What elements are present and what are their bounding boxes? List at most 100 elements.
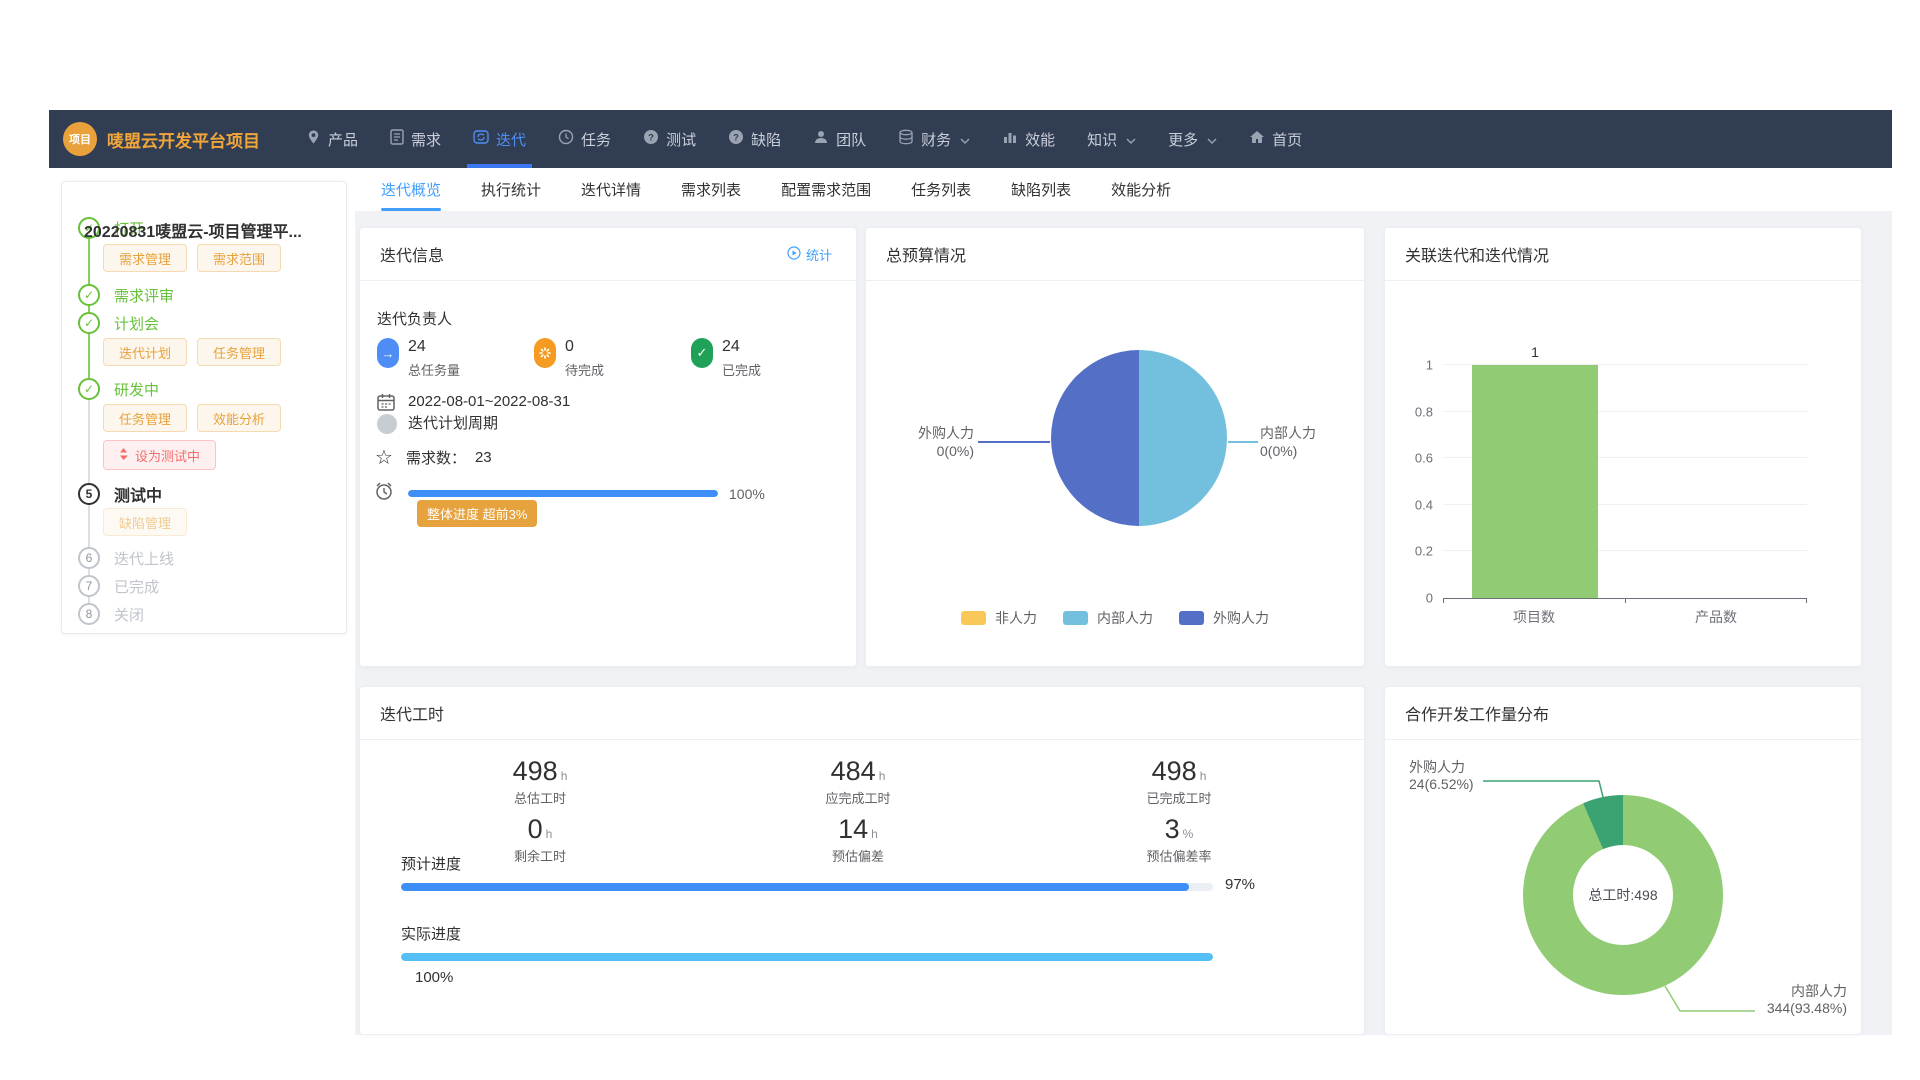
step-developing: ✓ 研发中	[78, 378, 159, 400]
iteration-owner-label: 迭代负责人	[377, 311, 453, 328]
x-axis-label-projects: 项目数	[1513, 609, 1555, 625]
nav-label: 更多	[1168, 131, 1199, 149]
chevron-down-icon	[960, 131, 970, 148]
tab-iteration-detail[interactable]: 迭代详情	[581, 182, 642, 199]
step-completed: 7 已完成	[78, 575, 159, 597]
nav-label: 迭代	[496, 131, 527, 149]
svg-text:?: ?	[648, 133, 654, 144]
iteration-hours-header: 迭代工时	[360, 687, 1364, 740]
hours-label: 已完成工时	[1146, 791, 1212, 806]
tab-execution-stats[interactable]: 执行统计	[481, 182, 542, 199]
tab-requirement-list[interactable]: 需求列表	[681, 182, 742, 199]
stat-value: 24	[408, 338, 426, 355]
task-manage-button[interactable]: 任务管理	[197, 338, 282, 366]
step-requirement-review: ✓ 需求评审	[78, 284, 174, 306]
tab-configure-scope[interactable]: 配置需求范围	[781, 182, 872, 199]
hours-label: 总估工时	[513, 791, 566, 806]
step-open: ✓ 打开	[78, 217, 144, 239]
project-title-navbar: 唛盟云开发平台项目	[107, 131, 260, 151]
period-label: 迭代计划周期	[408, 415, 499, 432]
nav-item-requirements[interactable]: 需求	[374, 110, 457, 168]
nav-label: 首页	[1272, 131, 1303, 149]
nav-item-product[interactable]: 产品	[290, 110, 374, 168]
tab-defect-list[interactable]: 缺陷列表	[1011, 182, 1072, 199]
hours-unit: h	[871, 827, 878, 841]
x-axis-tick-mark	[1806, 598, 1807, 603]
nav-label: 缺陷	[751, 131, 782, 149]
step-label: 研发中	[114, 381, 160, 399]
x-axis-label-products: 产品数	[1695, 609, 1737, 625]
bar-value-label: 1	[1531, 344, 1539, 360]
overall-progress-fill	[408, 490, 718, 497]
hours-value: 0	[527, 814, 543, 844]
nav-item-test[interactable]: ? 测试	[627, 110, 712, 168]
nav-item-performance[interactable]: 效能	[986, 110, 1071, 168]
iteration-plan-button[interactable]: 迭代计划	[103, 338, 188, 366]
gridline	[1443, 503, 1807, 505]
tab-task-list[interactable]: 任务列表	[911, 182, 972, 199]
hours-unit: h	[878, 769, 886, 783]
planned-progress-fill	[401, 883, 1189, 891]
tab-iteration-overview[interactable]: 迭代概览	[381, 168, 442, 211]
check-circle-icon: ✓	[78, 217, 100, 239]
stat-value: 0	[565, 338, 574, 355]
nav-label: 效能	[1025, 131, 1056, 149]
task-manage-button[interactable]: 任务管理	[103, 404, 188, 432]
step-label: 打开	[114, 220, 145, 238]
callout-value: 344(93.48%)	[1766, 1000, 1847, 1016]
nav-item-knowledge[interactable]: 知识	[1071, 110, 1152, 168]
requirement-manage-button[interactable]: 需求管理	[103, 244, 188, 272]
performance-analysis-button[interactable]: 效能分析	[197, 404, 282, 432]
arrow-right-icon: →	[377, 338, 399, 368]
set-testing-label: 设为测试中	[135, 448, 201, 464]
legend-swatch	[961, 611, 986, 625]
nav-item-defects[interactable]: ? 缺陷	[712, 110, 797, 168]
legend-item-nonhuman[interactable]: 非人力	[961, 608, 1037, 628]
actual-progress-label: 实际进度	[401, 926, 462, 943]
legend-item-internal[interactable]: 内部人力	[1063, 608, 1153, 628]
legend-item-outsourced[interactable]: 外购人力	[1179, 608, 1269, 628]
statistics-link[interactable]: 统计	[787, 245, 832, 264]
nav-label: 任务	[581, 131, 612, 149]
chevron-down-icon	[1126, 131, 1136, 148]
step-testing: 5 测试中	[78, 482, 162, 506]
donut-callout-internal: 内部人力 344(93.48%)	[1767, 983, 1847, 1017]
question-icon: ?	[643, 129, 659, 149]
nav-item-iteration[interactable]: 迭代	[457, 110, 542, 168]
x-axis-tick-mark	[1443, 598, 1444, 603]
hours-col-done: 498 h 已完成工时 3% 预估偏差率	[1069, 757, 1289, 873]
nav-item-tasks[interactable]: 任务	[542, 110, 627, 168]
legend-label: 外购人力	[1213, 610, 1269, 626]
progress-status-badge: 整体进度 超前3%	[417, 500, 538, 527]
workflow-sidebar: 20220831唛盟云-项目管理平... ✓ 打开 需求管理 需求范围 ✓ 需求…	[61, 181, 347, 634]
step-planning-meeting: ✓ 计划会	[78, 312, 159, 334]
callout-name: 内部人力	[1791, 983, 1847, 999]
planned-progress-label: 预计进度	[401, 856, 462, 873]
step-label: 关闭	[114, 606, 145, 624]
nav-item-more[interactable]: 更多	[1152, 110, 1233, 168]
pie-callout-outsourced: 外购人力 0(0%)	[890, 424, 974, 460]
defect-manage-button[interactable]: 缺陷管理	[103, 508, 188, 536]
nav-label: 需求	[411, 131, 442, 149]
bar-chart-icon	[1002, 129, 1018, 149]
question-icon: ?	[728, 129, 744, 149]
budget-pie-chart	[1051, 350, 1227, 526]
set-testing-button[interactable]: 设为测试中	[103, 440, 217, 470]
step-label: 测试中	[114, 488, 163, 505]
hours-value: 14	[838, 814, 869, 844]
top-navbar: 项目 唛盟云开发平台项目 产品 需求 迭代 任务 ? 测试 ? 缺陷 团队	[49, 110, 1892, 168]
y-axis-tick: 0	[1425, 590, 1433, 606]
requirement-scope-button[interactable]: 需求范围	[197, 244, 282, 272]
nav-item-team[interactable]: 团队	[797, 110, 882, 168]
nav-item-home[interactable]: 首页	[1233, 110, 1318, 168]
planned-progress-bar	[401, 883, 1213, 891]
hours-value: 498	[1151, 756, 1197, 786]
person-icon	[813, 129, 829, 149]
tab-performance-analysis[interactable]: 效能分析	[1111, 182, 1172, 199]
svg-text:?: ?	[733, 133, 739, 144]
nav-item-finance[interactable]: 财务	[882, 110, 986, 168]
iteration-info-card: 迭代信息 统计 迭代负责人 → 24 总任务量 0 待完成 ✓ 24 已完成	[359, 227, 857, 667]
donut-center-label: 总工时:498	[1573, 845, 1673, 945]
